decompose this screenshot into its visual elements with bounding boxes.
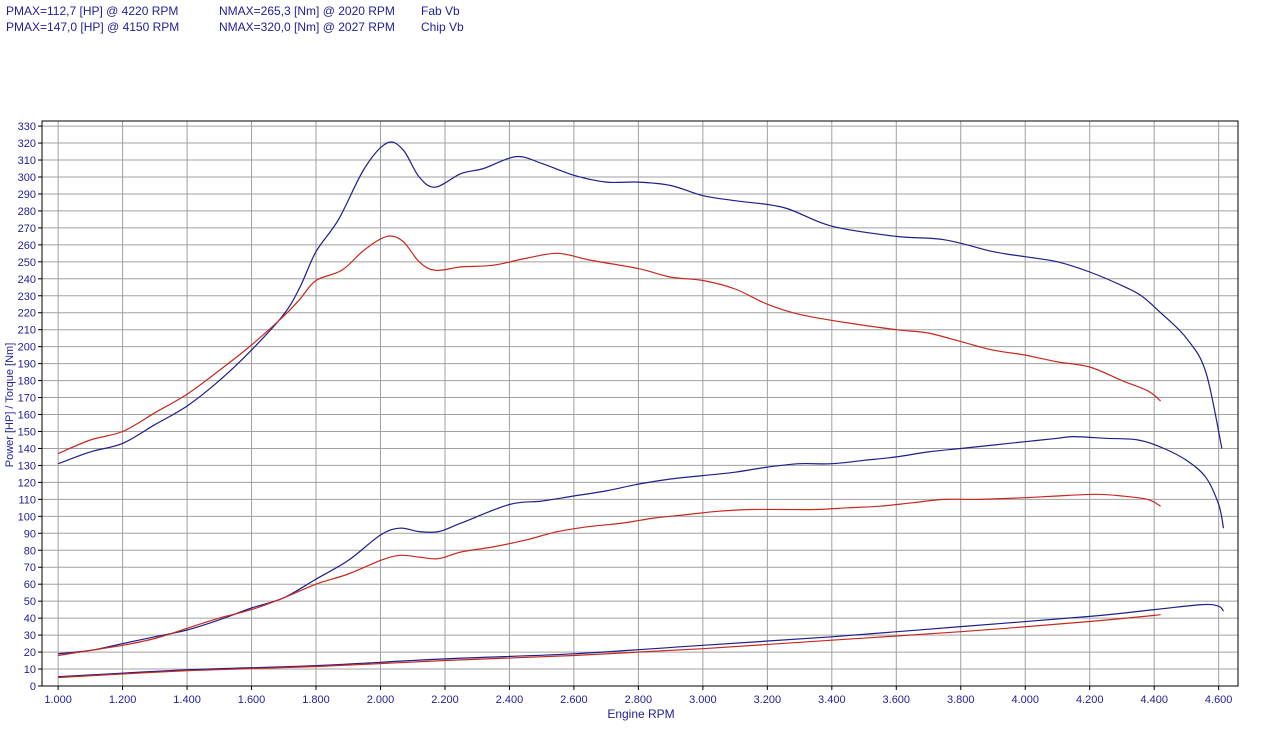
y-tick-label: 100: [18, 511, 36, 523]
y-tick-label: 320: [18, 138, 36, 150]
x-tick-label: 4.200: [1076, 694, 1104, 706]
header-label-stock: Fab Vb: [421, 4, 460, 18]
x-tick-label: 2.000: [367, 694, 395, 706]
y-tick-label: 310: [18, 155, 36, 167]
y-tick-label: 80: [24, 545, 36, 557]
series-line-stock-torque: [57, 235, 1161, 455]
x-tick-label: 1.200: [109, 694, 137, 706]
series-line-stock-power: [58, 493, 1161, 657]
y-tick-label: 40: [24, 613, 36, 625]
y-tick-label: 150: [18, 426, 36, 438]
y-tick-label: 110: [18, 494, 36, 506]
y-tick-label: 90: [24, 528, 36, 540]
x-tick-label: 2.600: [560, 694, 588, 706]
x-axis-label: Engine RPM: [607, 707, 674, 721]
x-tick-label: 3.200: [754, 694, 782, 706]
y-tick-label: 300: [18, 172, 36, 184]
y-tick-label: 140: [18, 443, 36, 455]
header-nmax-chip: NMAX=320,0 [Nm] @ 2027 RPM: [219, 20, 395, 34]
header-pmax-stock: PMAX=112,7 [HP] @ 4220 RPM: [6, 4, 179, 18]
y-tick-label: 20: [24, 647, 36, 659]
y-tick-label: 190: [18, 359, 36, 371]
y-tick-label: 290: [18, 189, 36, 201]
y-tick-label: 60: [24, 579, 36, 591]
series-line-chip-torque: [57, 141, 1223, 465]
y-tick-label: 270: [18, 223, 36, 235]
x-tick-label: 4.400: [1140, 694, 1168, 706]
header-label-chip: Chip Vb: [421, 20, 464, 34]
y-axis-label: Power [HP] / Torque [Nm]: [4, 343, 16, 468]
x-tick-label: 4.600: [1205, 694, 1233, 706]
y-tick-label: 0: [30, 681, 36, 693]
x-tick-label: 1.800: [302, 694, 330, 706]
y-tick-label: 120: [18, 477, 36, 489]
plot-frame: [41, 120, 1239, 687]
y-tick-label: 240: [18, 274, 36, 286]
y-tick-label: 330: [18, 121, 36, 133]
x-tick-label: 3.600: [883, 694, 911, 706]
y-tick-label: 250: [18, 257, 36, 269]
chart-series: [57, 141, 1225, 679]
header-pmax-chip: PMAX=147,0 [HP] @ 4150 RPM: [6, 20, 180, 34]
series-line-chip-power: [58, 435, 1225, 655]
x-tick-label: 4.000: [1011, 694, 1039, 706]
y-tick-label: 130: [18, 460, 36, 472]
y-tick-label: 260: [18, 240, 36, 252]
x-tick-label: 2.400: [496, 694, 524, 706]
y-tick-label: 10: [24, 664, 36, 676]
y-tick-label: 210: [18, 325, 36, 337]
y-tick-label: 220: [18, 308, 36, 320]
x-tick-label: 1.400: [173, 694, 201, 706]
x-tick-label: 3.000: [689, 694, 717, 706]
x-tick-label: 2.800: [625, 694, 653, 706]
y-tick-label: 30: [24, 630, 36, 642]
x-tick-label: 3.800: [947, 694, 975, 706]
y-tick-label: 280: [18, 206, 36, 218]
y-tick-label: 180: [18, 376, 36, 388]
y-tick-label: 170: [18, 393, 36, 405]
series-line-stock-loss: [58, 614, 1161, 679]
chart-ticks: 0 10 20 30 40 50 60 70 80 90 100 110 120 130 140 150 160…: [18, 121, 1233, 706]
x-tick-label: 1.000: [44, 694, 72, 706]
y-tick-label: 230: [18, 291, 36, 303]
header-nmax-stock: NMAX=265,3 [Nm] @ 2020 RPM: [219, 4, 395, 18]
y-tick-label: 70: [24, 562, 36, 574]
x-tick-label: 3.400: [818, 694, 846, 706]
x-tick-label: 2.200: [431, 694, 459, 706]
x-tick-label: 1.600: [238, 694, 266, 706]
y-tick-label: 50: [24, 596, 36, 608]
series-line-chip-loss: [58, 603, 1224, 678]
y-tick-label: 200: [18, 342, 36, 354]
chart-grid: [42, 121, 1238, 687]
y-tick-label: 160: [18, 410, 36, 422]
